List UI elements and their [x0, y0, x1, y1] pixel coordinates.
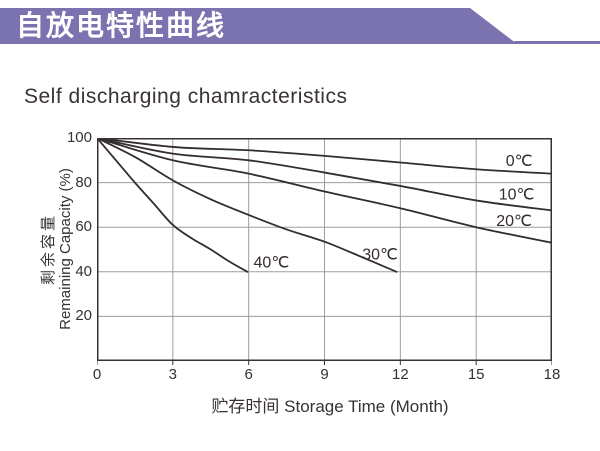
x-axis-title: 贮存时间 Storage Time (Month): [211, 397, 449, 416]
series-line-20℃: [97, 138, 552, 244]
y-tick-label: 100: [66, 129, 92, 146]
x-tick-label: 6: [244, 366, 253, 383]
x-tick-label: 9: [320, 366, 329, 383]
series-label: 0℃: [506, 153, 533, 170]
page-title: Self discharging chamracteristics: [24, 85, 348, 108]
series-line-0℃: [97, 138, 552, 175]
series-line-10℃: [97, 138, 552, 212]
banner-underline: [514, 41, 600, 44]
banner-title: 自放电特性曲线: [16, 10, 227, 41]
y-axis-title-en: Remaining Capacity (%): [57, 168, 74, 330]
x-tick-label: 18: [543, 366, 561, 383]
series-line-30℃: [97, 138, 398, 273]
series-label: 30℃: [362, 246, 398, 263]
series-line-40℃: [97, 138, 249, 273]
chart-plot: 0℃ 10℃ 20℃ 30℃ 40℃: [97, 138, 552, 365]
y-axis-title-cn: 剩余容量: [40, 212, 57, 286]
x-tick-label: 15: [467, 366, 485, 383]
x-tick-label: 12: [391, 366, 409, 383]
series-label: 10℃: [499, 186, 535, 203]
header-banner: 自放电特性曲线: [0, 8, 517, 44]
x-tick-label: 0: [92, 366, 102, 383]
x-tick-label: 3: [168, 366, 177, 383]
plot-border: [97, 138, 552, 361]
y-axis-title: 剩余容量 Remaining Capacity (%): [40, 168, 74, 330]
series-label: 20℃: [496, 213, 532, 230]
series-label: 40℃: [254, 254, 290, 271]
